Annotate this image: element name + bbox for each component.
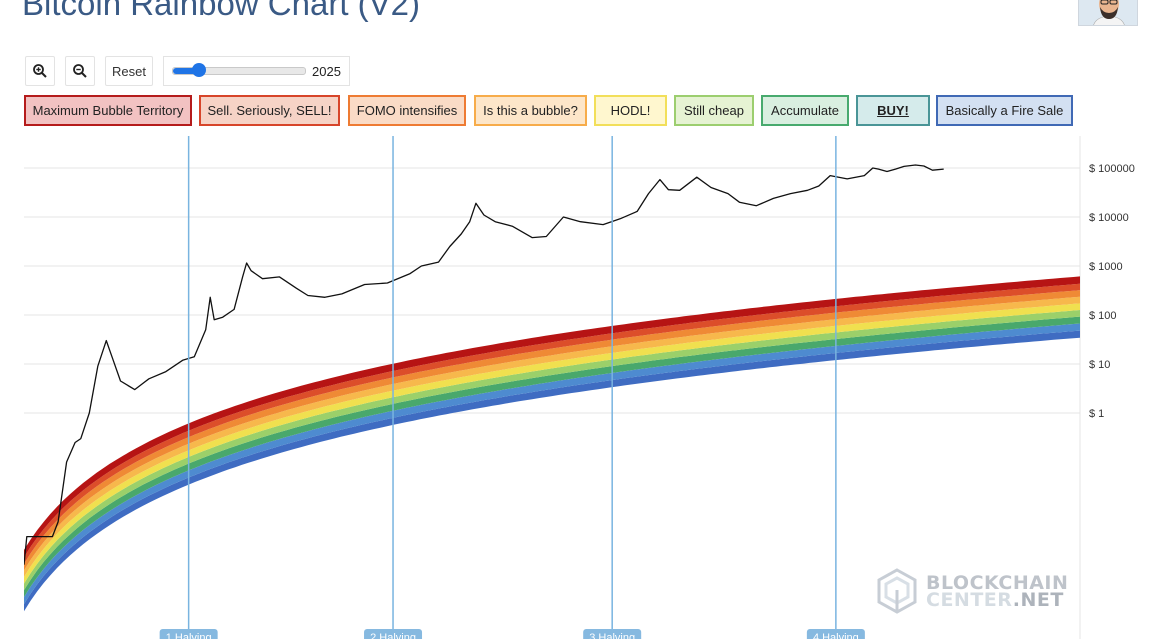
halving-label-2: 3 Halving	[589, 632, 635, 639]
halving-tag-bg-0	[159, 629, 218, 639]
y-tick-label-2: $ 1000	[1089, 261, 1123, 273]
year-slider-fill	[173, 68, 200, 74]
y-tick-label-0: $ 100000	[1089, 163, 1135, 175]
halving-tag-bg-2	[583, 629, 642, 639]
zoom-out-button[interactable]	[65, 56, 95, 86]
y-tick-label-5: $ 1	[1089, 408, 1104, 420]
legend-button-3[interactable]: Is this a bubble?	[474, 95, 587, 126]
avatar-illustration	[1079, 0, 1137, 25]
legend-button-6[interactable]: Accumulate	[761, 95, 849, 126]
zoom-in-button[interactable]	[25, 56, 55, 86]
legend-button-8[interactable]: Basically a Fire Sale	[936, 95, 1073, 126]
halving-tag-2: 3 Halving	[583, 629, 642, 639]
avatar[interactable]	[1078, 0, 1138, 26]
btc-price-line	[24, 164, 944, 565]
year-slider-value: 2025	[312, 63, 341, 79]
halving-tag-0: 1 Halving	[159, 629, 218, 639]
halving-tag-bg-1	[364, 629, 423, 639]
page-title: Bitcoin Rainbow Chart (V2)	[22, 0, 420, 22]
blockchaincenter-watermark: BLOCKCHAIN CENTER.NET	[876, 568, 1068, 616]
reset-button[interactable]: Reset	[105, 56, 153, 86]
halving-label-0: 1 Halving	[166, 632, 212, 639]
legend-button-7[interactable]: BUY!	[856, 95, 930, 126]
halving-tag-bg-3	[806, 629, 865, 639]
legend-button-5[interactable]: Still cheap	[674, 95, 754, 126]
year-slider-thumb[interactable]	[192, 63, 207, 77]
halving-label-3: 4 Halving	[813, 632, 859, 639]
halving-tag-1: 2 Halving	[364, 629, 423, 639]
halving-tag-3: 4 Halving	[806, 629, 865, 639]
zoom-out-icon	[73, 64, 87, 78]
watermark-text: BLOCKCHAIN CENTER.NET	[926, 572, 1069, 611]
zoom-in-icon	[33, 64, 47, 78]
halving-label-1: 2 Halving	[370, 632, 416, 639]
year-slider[interactable]	[172, 63, 306, 77]
legend-button-0[interactable]: Maximum Bubble Territory	[24, 95, 192, 126]
rainbow-bands	[24, 276, 1080, 612]
legend-button-4[interactable]: HODL!	[594, 95, 667, 126]
year-slider-control: 2025	[163, 56, 350, 86]
cube-logo-icon	[877, 568, 917, 614]
y-tick-label-1: $ 10000	[1089, 212, 1129, 224]
legend-button-1[interactable]: Sell. Seriously, SELL!	[199, 95, 340, 126]
y-tick-label-3: $ 100	[1089, 310, 1117, 322]
y-tick-label-4: $ 10	[1089, 359, 1110, 371]
legend-button-2[interactable]: FOMO intensifies	[348, 95, 466, 126]
chart-toolbar: Reset 2025	[25, 56, 350, 86]
